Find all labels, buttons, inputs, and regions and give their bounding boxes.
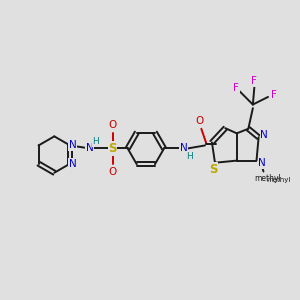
- Text: N: N: [86, 143, 94, 154]
- Text: methyl: methyl: [254, 174, 281, 183]
- Text: S: S: [108, 142, 117, 155]
- Text: F: F: [271, 90, 276, 100]
- Text: H: H: [92, 137, 99, 146]
- Text: N: N: [180, 143, 188, 154]
- Text: F: F: [233, 83, 239, 93]
- Text: O: O: [196, 116, 204, 126]
- Text: N: N: [69, 159, 76, 169]
- Text: F: F: [251, 76, 257, 86]
- Text: methyl: methyl: [266, 177, 291, 183]
- Text: N: N: [258, 158, 266, 168]
- Text: S: S: [209, 163, 218, 176]
- Text: O: O: [108, 120, 117, 130]
- Text: O: O: [108, 167, 117, 177]
- Text: N: N: [260, 130, 268, 140]
- Text: N: N: [69, 140, 76, 151]
- Text: H: H: [186, 152, 193, 160]
